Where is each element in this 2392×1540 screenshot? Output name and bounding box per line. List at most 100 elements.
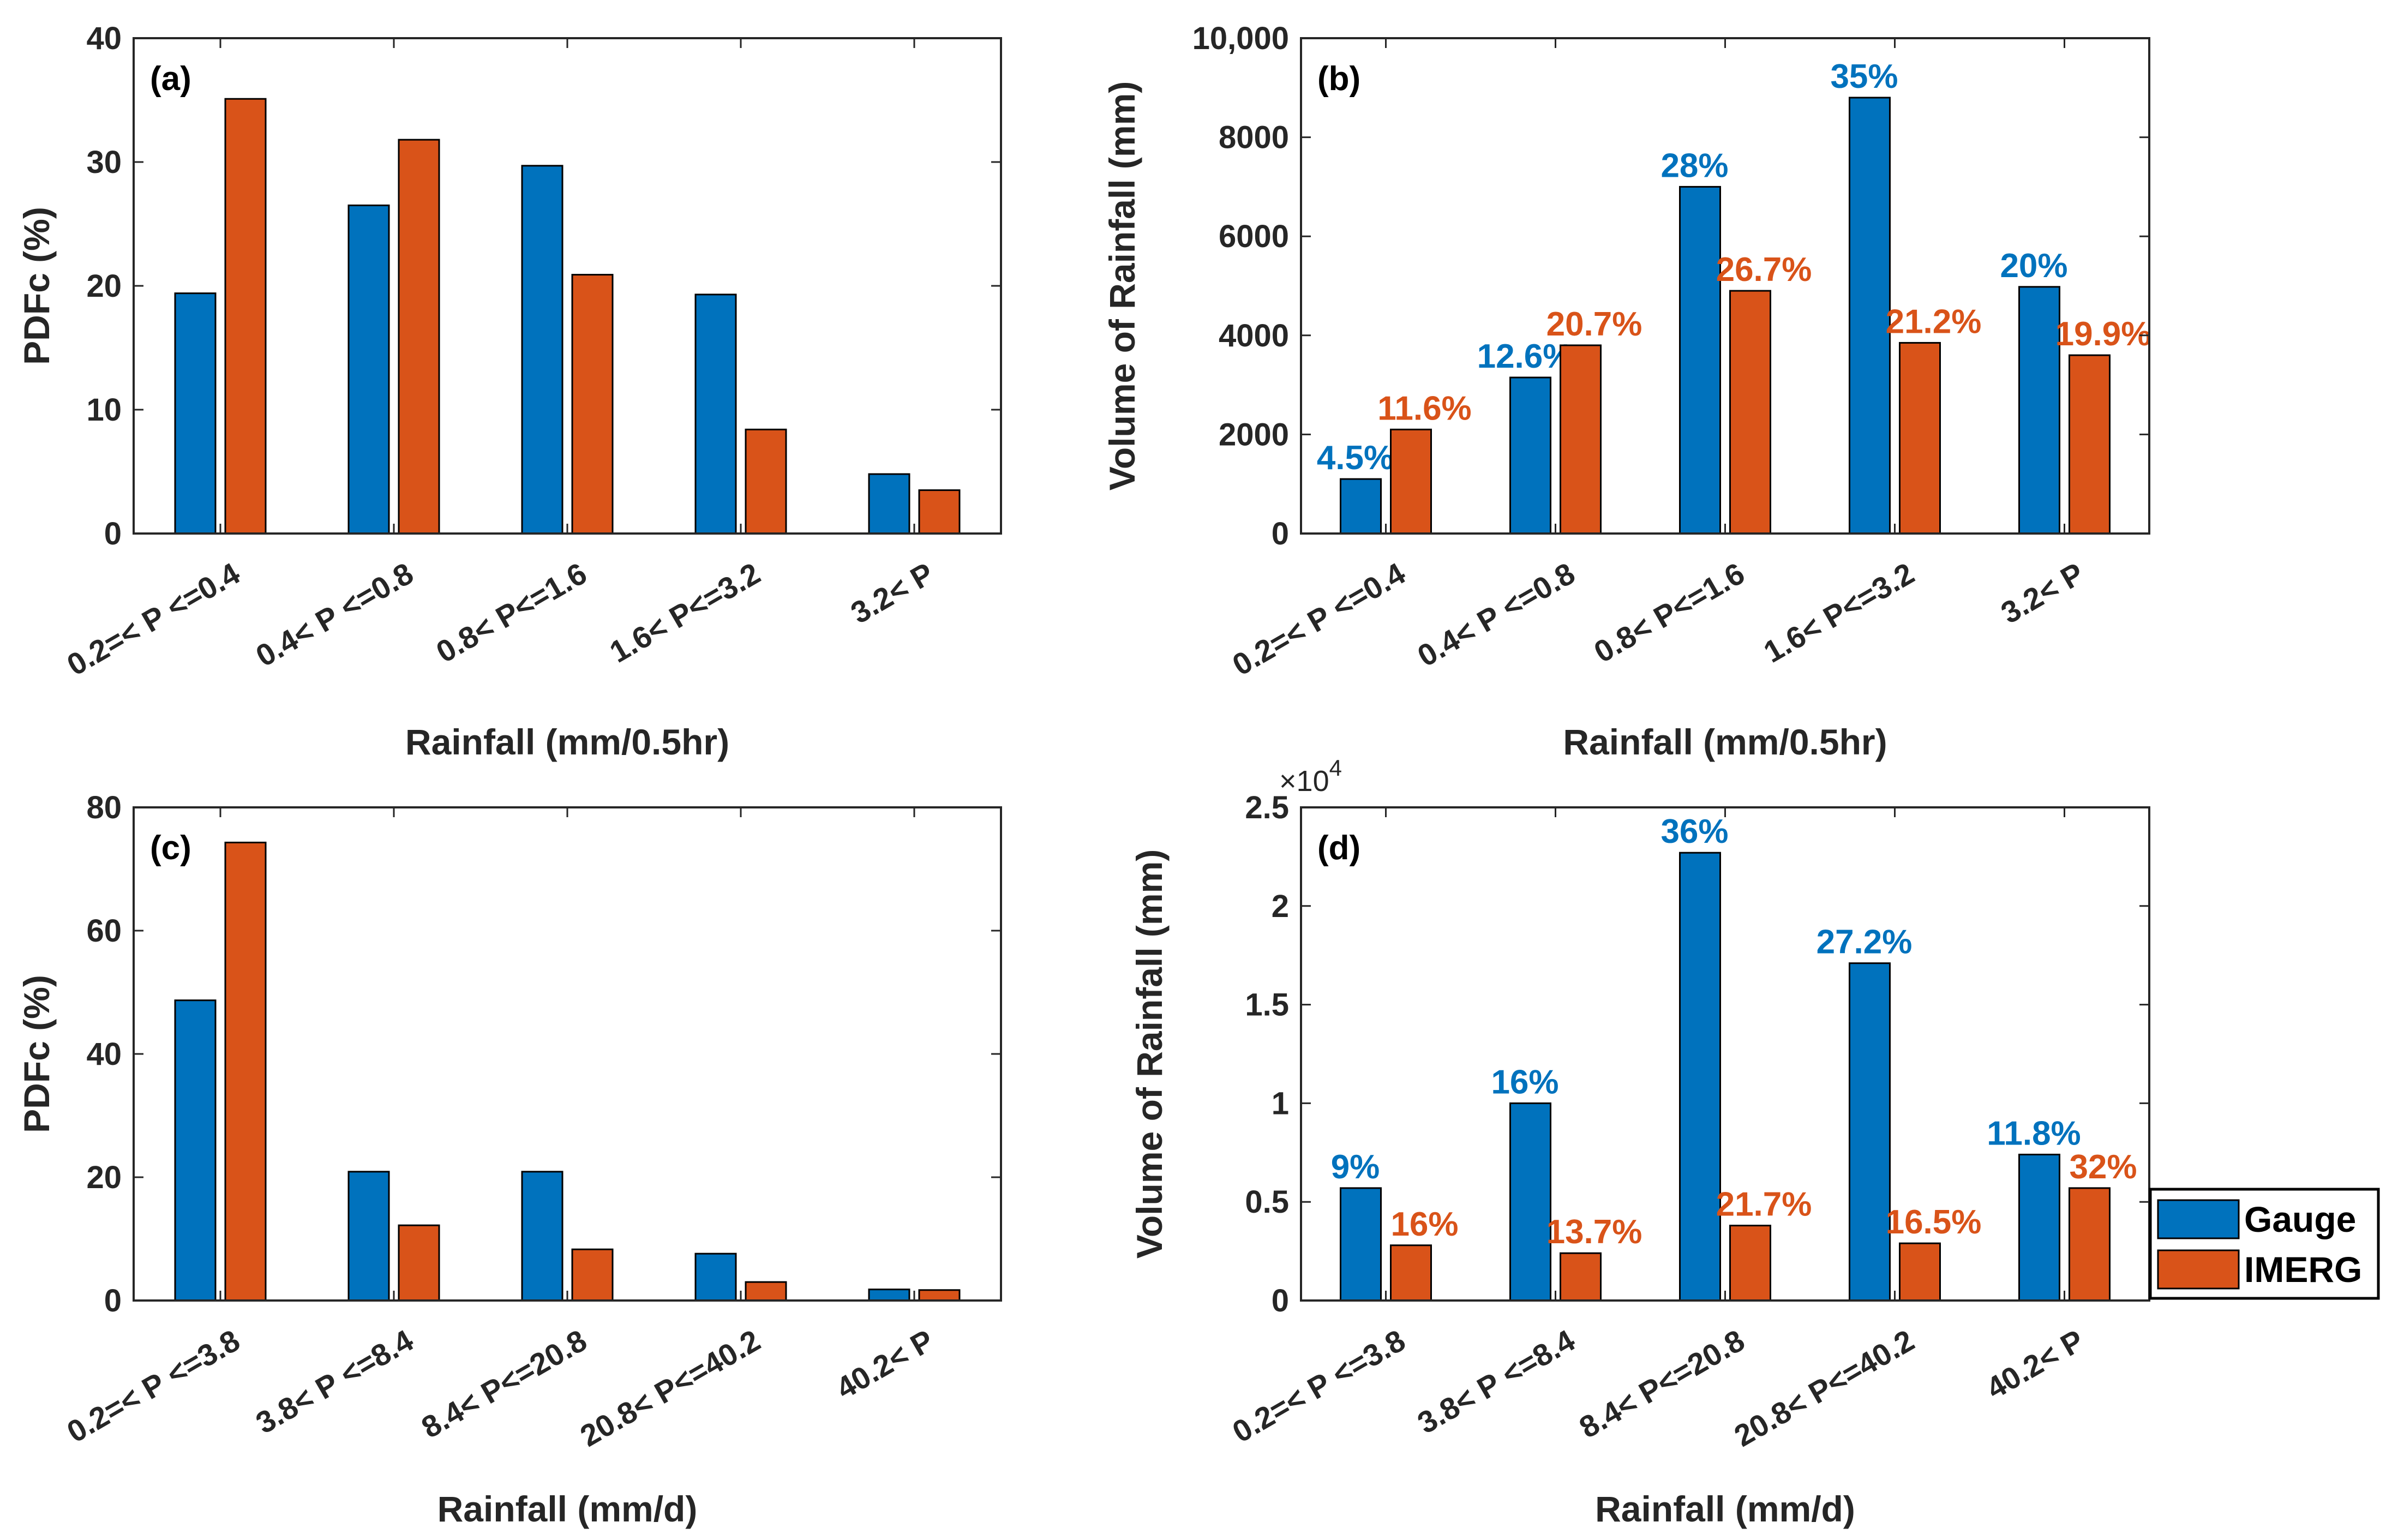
data-label-imerg-4: 21.2%	[1886, 303, 1982, 340]
y-tick-label-1: 0	[104, 516, 122, 552]
y-exponent-label: ×104	[1279, 755, 1342, 798]
data-label-gauge-2: 16%	[1491, 1063, 1558, 1101]
bar-gauge-5	[868, 1289, 910, 1302]
x-tick-label-3: 0.8< P<=1.6	[430, 556, 592, 669]
y-tick-label-2: 10	[86, 392, 122, 428]
data-label-gauge-5: 20%	[2000, 247, 2067, 285]
bar-imerg-5	[2069, 1187, 2111, 1302]
bar-gauge-2	[1509, 376, 1551, 535]
y-tick-label-4: 6000	[1219, 219, 1289, 254]
legend-swatch-imerg	[2157, 1249, 2240, 1290]
y-tick-label-6: 10,000	[1192, 21, 1289, 56]
x-tick-label-4: 1.6< P<=3.2	[604, 556, 766, 669]
data-label-imerg-3: 26.7%	[1716, 251, 1812, 289]
bar-imerg-2	[1560, 1252, 1602, 1302]
chart-panel-4: 9% 16% 0.2=< P <=3.8 16% 13.7% 3.8< P <=8.4 36…	[1129, 755, 2150, 1529]
data-label-gauge-3: 36%	[1660, 813, 1728, 850]
x-tick-label-3: 8.4< P<=20.8	[1573, 1323, 1750, 1445]
bar-imerg-4	[745, 428, 787, 535]
x-tick-label-2: 0.4< P <=0.8	[250, 556, 419, 673]
y-tick-label-5: 80	[86, 790, 122, 825]
x-tick-label-1: 0.2=< P <=0.4	[1226, 556, 1411, 682]
bar-imerg-5	[2069, 354, 2111, 535]
bar-gauge-5	[2018, 286, 2060, 535]
x-axis-label: Rainfall (mm/d)	[437, 1489, 698, 1529]
legend-label-imerg: IMERG	[2244, 1249, 2362, 1290]
data-label-gauge-5: 11.8%	[1987, 1114, 2081, 1152]
y-tick-label-2: 0.5	[1245, 1184, 1289, 1220]
y-exponent-power: 4	[1329, 755, 1342, 781]
y-axis-label: PDFc (%)	[16, 207, 57, 365]
bar-imerg-3	[1729, 1225, 1771, 1302]
bar-imerg-2	[398, 1224, 440, 1302]
bar-imerg-1	[1390, 428, 1432, 535]
x-tick-label-1: 0.2=< P <=3.8	[1226, 1323, 1411, 1449]
bar-gauge-5	[868, 473, 910, 535]
legend: Gauge IMERG	[2149, 1188, 2380, 1300]
data-label-gauge-1: 9%	[1331, 1148, 1380, 1186]
bar-gauge-1	[174, 292, 217, 535]
bar-gauge-3	[1679, 185, 1721, 535]
bar-imerg-4	[745, 1281, 787, 1302]
bar-gauge-1	[1340, 478, 1382, 535]
panel-label: (b)	[1317, 60, 1360, 98]
x-tick-label-2: 3.8< P <=8.4	[1412, 1323, 1581, 1440]
bar-gauge-2	[347, 1171, 390, 1302]
bar-imerg-1	[224, 841, 267, 1302]
x-tick-label-5: 40.2< P	[1980, 1323, 2089, 1406]
data-label-imerg-2: 20.7%	[1546, 305, 1642, 343]
y-tick-label-6: 2.5	[1245, 790, 1289, 825]
data-label-gauge-3: 28%	[1660, 147, 1728, 184]
y-tick-label-5: 2	[1272, 889, 1289, 924]
x-axis-label: Rainfall (mm/d)	[1595, 1489, 1855, 1529]
bar-imerg-3	[571, 1248, 614, 1302]
y-tick-label-4: 30	[86, 145, 122, 180]
bar-imerg-1	[224, 98, 267, 535]
bar-imerg-4	[1899, 341, 1941, 535]
x-tick-label-4: 20.8< P<=40.2	[574, 1323, 766, 1453]
x-tick-label-5: 40.2< P	[830, 1323, 939, 1406]
axes-box	[1300, 806, 2150, 1302]
y-tick-label-4: 60	[86, 913, 122, 949]
bar-gauge-2	[347, 204, 390, 535]
y-tick-label-1: 0	[1272, 516, 1289, 552]
bar-imerg-3	[571, 274, 614, 535]
x-tick-label-5: 3.2< P	[845, 556, 939, 630]
x-axis-label: Rainfall (mm/0.5hr)	[1563, 722, 1887, 762]
bar-imerg-2	[1560, 344, 1602, 535]
data-label-imerg-2: 13.7%	[1546, 1213, 1642, 1251]
bar-imerg-1	[1390, 1244, 1432, 1302]
bar-gauge-4	[1849, 962, 1891, 1302]
legend-label-gauge: Gauge	[2244, 1199, 2356, 1239]
panel-label: (a)	[150, 60, 191, 98]
y-tick-label-3: 1	[1272, 1086, 1289, 1121]
bar-imerg-5	[918, 489, 961, 535]
x-tick-label-4: 20.8< P<=40.2	[1728, 1323, 1920, 1453]
bar-gauge-1	[1340, 1187, 1382, 1302]
bar-imerg-5	[918, 1289, 961, 1302]
bar-gauge-5	[2018, 1153, 2060, 1302]
x-tick-label-1: 0.2=< P <=0.4	[61, 556, 245, 682]
y-tick-label-4: 1.5	[1245, 987, 1289, 1023]
y-tick-label-1: 0	[1272, 1283, 1289, 1319]
data-label-imerg-5: 32%	[2069, 1148, 2137, 1186]
x-tick-label-3: 8.4< P<=20.8	[416, 1323, 592, 1445]
bar-gauge-2	[1509, 1102, 1551, 1302]
data-label-gauge-2: 12.6%	[1477, 338, 1573, 375]
data-label-imerg-1: 16%	[1390, 1206, 1458, 1243]
y-tick-label-5: 8000	[1219, 120, 1289, 155]
legend-swatch-gauge	[2157, 1199, 2240, 1239]
bar-gauge-4	[694, 1253, 737, 1302]
x-tick-label-5: 3.2< P	[1995, 556, 2089, 630]
x-tick-label-1: 0.2=< P <=3.8	[61, 1323, 245, 1449]
chart-panel-2: 4.5% 11.6% 0.2=< P <=0.4 12.6%20.7% 0.4< P <…	[1102, 21, 2151, 762]
y-tick-label-5: 40	[86, 21, 122, 56]
data-label-imerg-1: 11.6%	[1377, 390, 1471, 427]
y-axis-label: Volume of Rainfall (mm)	[1129, 849, 1170, 1259]
data-label-gauge-4: 35%	[1830, 58, 1898, 95]
y-axis-label: PDFc (%)	[16, 975, 57, 1133]
data-label-imerg-4: 16.5%	[1886, 1203, 1982, 1241]
y-tick-label-2: 20	[86, 1160, 122, 1195]
chart-panel-3: 0.2=< P <=3.8 3.8< P <=8.48.4< P<=20.820.…	[16, 790, 1002, 1529]
x-tick-label-3: 0.8< P<=1.6	[1588, 556, 1750, 669]
